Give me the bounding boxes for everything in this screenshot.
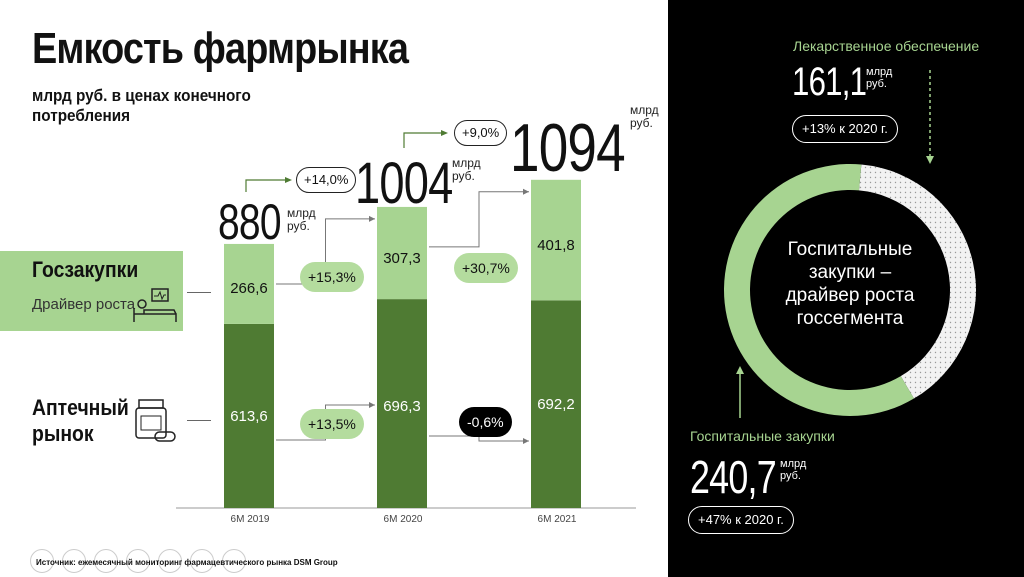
hospital-growth-2021: +30,7% <box>454 253 518 283</box>
retail-arrowhead-1 <box>523 438 529 444</box>
total-growth-arrow-1 <box>403 132 444 148</box>
drug-supply-unit: млрд руб. <box>866 66 892 90</box>
hospital-segment-sub: Драйвер роста <box>32 296 136 313</box>
retail-segment-name-1: Аптечный <box>32 395 129 420</box>
donut-slice-hospital <box>724 164 914 416</box>
hospital-arrowhead-1 <box>523 188 529 195</box>
total-2021: 1094 <box>510 110 626 186</box>
center-line-3: драйвер роста <box>785 285 915 306</box>
unit-2019-bottom: руб. <box>287 219 310 233</box>
hospital-growth-arrow-1 <box>429 191 529 248</box>
social-icon-2[interactable] <box>62 549 86 573</box>
social-icon-5[interactable] <box>158 549 182 573</box>
unit-2020: млрд руб. <box>452 157 481 183</box>
retail-value-2020: 696,3 <box>383 398 421 415</box>
retail-value-2019: 613,6 <box>230 408 268 425</box>
unit-2021-bottom: руб. <box>630 116 653 130</box>
social-icon-1[interactable] <box>30 549 54 573</box>
hospital-purchases-label: Госпитальные закупки <box>690 428 835 444</box>
total-arrowhead-0 <box>285 177 292 183</box>
unit-2021: млрд руб. <box>630 104 659 130</box>
retail-segment-name-2: рынок <box>32 421 94 446</box>
retail-growth-2021: -0,6% <box>459 407 512 437</box>
hospital-segment-name: Госзакупки <box>32 257 139 282</box>
hospital-bed-icon <box>133 288 177 322</box>
hospital-value-2020: 307,3 <box>383 250 421 267</box>
bar-retail-1 <box>377 299 427 508</box>
bar-hospital-0 <box>224 243 274 324</box>
total-2020: 1004 <box>355 151 453 216</box>
unit-2019: млрд руб. <box>287 207 316 233</box>
unit-2020-top: млрд <box>452 156 481 170</box>
unit-2021-top: млрд <box>630 103 659 117</box>
retail-connector <box>187 420 211 421</box>
hospital-purchases-unit: млрд руб. <box>780 458 806 482</box>
x-label-2019: 6M 2019 <box>230 514 270 525</box>
stacked-bar-chart <box>176 130 636 509</box>
bar-hospital-2 <box>531 179 581 301</box>
retail-growth-arrow-1 <box>429 435 529 442</box>
total-growth-2020: +14,0% <box>296 167 357 193</box>
center-line-1: Госпитальные <box>787 239 913 260</box>
hospital-growth-2020: +15,3% <box>300 262 364 292</box>
social-icon-3[interactable] <box>94 549 118 573</box>
pill-bottle-icon <box>135 399 176 442</box>
hospital-purchases-unit-top: млрд <box>780 458 807 470</box>
drug-supply-pointer-head <box>926 156 934 164</box>
unit-2019-top: млрд <box>287 206 316 220</box>
retail-growth-2020: +13,5% <box>300 409 364 439</box>
hospital-value-2021: 401,8 <box>537 237 575 254</box>
social-icon-4[interactable] <box>126 549 150 573</box>
hospital-purchases-growth: +47% к 2020 г. <box>688 506 794 534</box>
total-growth-2021: +9,0% <box>454 120 508 146</box>
drug-supply-growth: +13% к 2020 г. <box>792 115 898 143</box>
hospital-arrowhead-0 <box>369 215 375 222</box>
hospital-purchases-value: 240,7 <box>690 451 777 503</box>
retail-arrowhead-0 <box>369 402 375 408</box>
social-icon-7[interactable] <box>222 549 246 573</box>
bar-hospital-1 <box>377 206 427 300</box>
drug-supply-unit-top: млрд <box>866 66 893 78</box>
total-growth-arrow-0 <box>245 179 288 192</box>
source-note: Источник: ежемесячный мониторинг фармаце… <box>36 558 338 567</box>
x-label-2020: 6M 2020 <box>383 514 423 525</box>
total-arrowhead-1 <box>441 130 448 136</box>
hospital-pointer-head <box>736 366 744 374</box>
page-title: Емкость фармрынка <box>32 24 409 73</box>
unit-2020-bottom: руб. <box>452 169 475 183</box>
drug-supply-label: Лекарственное обеспечение <box>793 38 980 54</box>
x-label-2021: 6M 2021 <box>537 514 577 525</box>
drug-supply-value: 161,1 <box>792 60 867 104</box>
bar-retail-0 <box>224 323 274 508</box>
footer-social-icons <box>30 549 246 573</box>
hospital-purchases-unit-bottom: руб. <box>780 470 801 482</box>
total-2019: 880 <box>218 194 282 250</box>
social-icon-6[interactable] <box>190 549 214 573</box>
hospital-connector <box>187 292 211 293</box>
retail-value-2021: 692,2 <box>537 396 575 413</box>
bar-retail-2 <box>531 300 581 508</box>
hospital-value-2019: 266,6 <box>230 280 268 297</box>
center-line-4: госсегмента <box>796 308 904 329</box>
page-subtitle: млрд руб. в ценах конечного потребления <box>32 86 251 125</box>
drug-supply-unit-bottom: руб. <box>866 78 887 90</box>
donut-center-text: Госпитальные закупки – драйвер роста гос… <box>775 238 925 330</box>
center-line-2: закупки – <box>808 262 892 283</box>
donut-slice-drug-supply <box>858 164 977 399</box>
donut-chart <box>724 70 977 418</box>
